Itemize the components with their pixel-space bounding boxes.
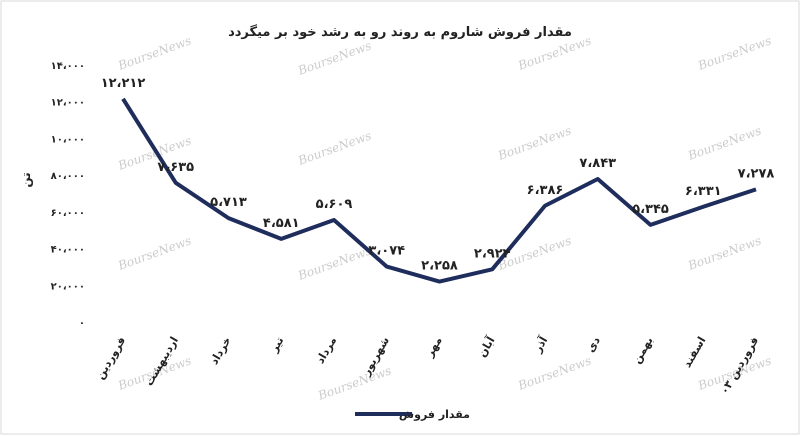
y-tick-label: ۱۰،۰۰۰ xyxy=(51,134,85,145)
data-label: ۱۲،۲۱۲ xyxy=(101,76,146,91)
y-tick-label: ۰ xyxy=(79,318,85,329)
data-label: ۶،۳۳۱ xyxy=(685,184,722,199)
y-tick-label: ۱۴،۰۰۰ xyxy=(51,61,85,72)
data-label: ۷،۲۷۸ xyxy=(738,166,775,181)
data-label: ۲،۹۲۴ xyxy=(474,246,511,261)
data-label: ۷،۶۳۵ xyxy=(157,160,194,175)
y-axis-label: تن xyxy=(19,172,33,187)
y-tick-label: ۱۲،۰۰۰ xyxy=(51,98,85,109)
legend-label: مقدار فروش xyxy=(399,408,470,421)
y-tick-label: ۶۰،۰۰۰ xyxy=(51,208,85,219)
data-label: ۵،۷۱۳ xyxy=(210,195,247,210)
data-label: ۳،۰۷۴ xyxy=(368,244,405,259)
series-line xyxy=(121,97,757,284)
y-tick-label: ۴۰،۰۰۰ xyxy=(51,245,85,256)
data-label: ۵،۳۴۵ xyxy=(632,202,669,217)
data-label: ۷،۸۴۳ xyxy=(579,156,616,171)
data-label: ۵،۶۰۹ xyxy=(316,197,353,212)
y-tick-label: ۸۰،۰۰۰ xyxy=(51,171,85,182)
data-label: ۲،۲۵۸ xyxy=(421,259,458,274)
data-label: ۴،۵۸۱ xyxy=(263,216,300,231)
y-tick-label: ۲۰،۰۰۰ xyxy=(51,281,85,292)
chart-title: مقدار فروش شاروم به روند رو به رشد خود ب… xyxy=(228,24,572,40)
data-label: ۶،۳۸۶ xyxy=(527,183,564,198)
